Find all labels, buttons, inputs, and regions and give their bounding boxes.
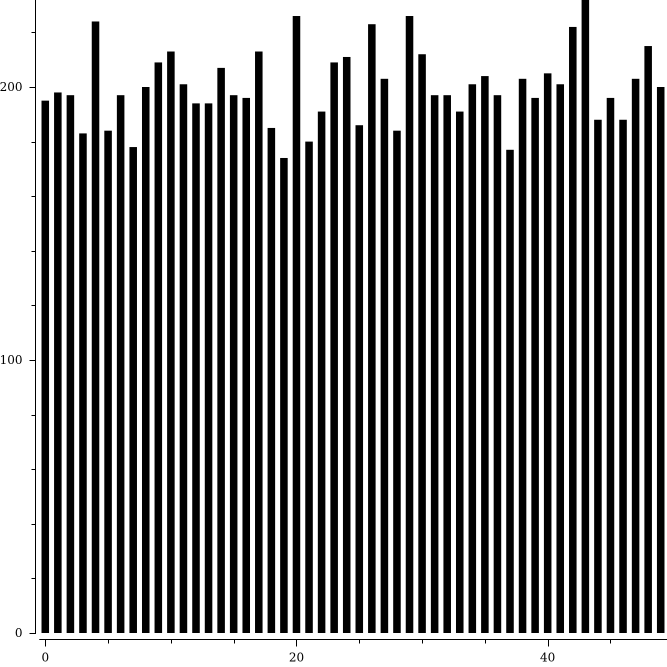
bar [418,54,426,634]
bar [91,21,100,634]
bar [518,78,527,633]
y-axis-ticks: 0 100 200 [0,32,36,640]
bar [104,130,112,633]
bar [229,95,238,633]
bar [79,133,87,633]
bar [242,97,251,634]
bar [543,73,552,634]
bar [405,16,414,633]
bar [116,95,125,633]
bar [481,76,489,633]
x-axis-ticks: 0 20 40 [41,639,611,665]
x-tick-label: 20 [289,651,304,665]
x-tick-label: 0 [41,651,49,665]
bar [305,141,313,633]
bar [342,56,351,634]
bar [66,95,75,633]
x-tick-label: 40 [540,651,555,665]
bar [355,125,364,633]
bar [531,97,539,634]
bar [619,119,627,633]
bar [192,103,200,633]
bar [167,51,175,633]
bar [154,62,163,634]
bar [430,95,439,633]
bar [217,67,225,633]
bar [569,26,577,633]
bar [380,78,389,633]
bar [631,78,640,633]
bar [141,87,150,633]
bar [280,157,288,634]
bar [204,103,213,633]
bar [317,111,326,633]
y-tick-label: 100 [0,353,23,367]
y-tick-label: 200 [0,80,23,94]
bar [292,16,301,633]
bar [443,95,451,633]
bar [468,84,477,633]
bar [41,100,50,633]
bar [656,87,665,633]
bar [606,97,615,634]
bar [368,24,376,633]
bar [330,62,338,634]
bar [54,92,62,633]
bars-group [41,0,665,634]
bar [594,119,602,633]
bar [393,130,401,633]
bar [581,0,590,633]
bar [556,84,565,633]
bar [129,147,137,633]
bar [255,51,263,633]
bar [179,84,188,633]
bar [506,149,514,634]
bar [493,95,502,633]
y-tick-label: 0 [15,626,23,640]
bar [267,127,276,633]
bar [455,111,464,633]
bar [644,46,652,634]
